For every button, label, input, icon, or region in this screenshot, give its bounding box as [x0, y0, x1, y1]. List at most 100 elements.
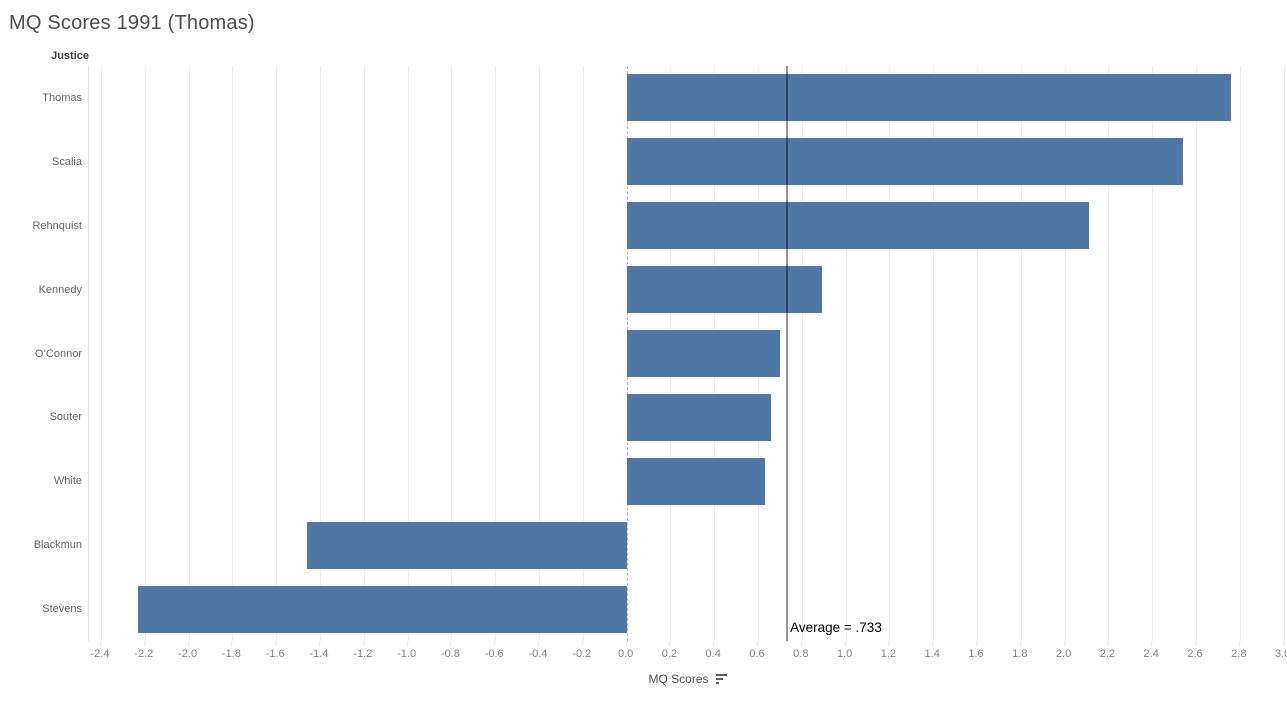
- bar-rehnquist[interactable]: [626, 202, 1089, 250]
- x-axis-tick-label: 2.2: [1099, 648, 1116, 660]
- y-axis-label-white[interactable]: White: [53, 475, 82, 488]
- y-axis-label-rehnquist[interactable]: Rehnquist: [32, 219, 82, 232]
- x-axis-tick: [143, 641, 145, 646]
- plot-area: Average = .733: [88, 66, 1287, 641]
- x-axis-tick: [1151, 641, 1153, 646]
- gridline: [101, 66, 102, 641]
- gridline: [539, 66, 540, 641]
- x-axis-tick: [888, 641, 890, 646]
- gridline: [1064, 66, 1066, 641]
- x-axis-tick: [1063, 641, 1065, 646]
- x-axis-tick-label: -0.6: [484, 648, 504, 660]
- gridline: [232, 66, 234, 641]
- x-axis-tick: [669, 641, 671, 646]
- y-axis-label-stevens[interactable]: Stevens: [42, 603, 82, 616]
- x-axis-tick-label: 0.2: [661, 648, 678, 660]
- bar-oconnor[interactable]: [626, 330, 780, 377]
- bar-scalia[interactable]: [626, 138, 1183, 186]
- x-axis-tick-label: -0.4: [528, 648, 548, 660]
- x-axis-tick: [976, 641, 977, 646]
- bar-stevens[interactable]: [138, 585, 627, 633]
- gridline: [144, 66, 146, 641]
- y-axis-label-thomas[interactable]: Thomas: [42, 91, 82, 104]
- x-axis-tick-label: -1.6: [265, 648, 285, 660]
- y-axis-label-scalia[interactable]: Scalia: [52, 155, 82, 168]
- gridline: [582, 66, 584, 641]
- gridline: [188, 66, 190, 641]
- x-axis-tick-label: 2.8: [1231, 648, 1247, 660]
- x-axis-tick-label: -1.4: [309, 648, 329, 660]
- y-axis-label-kennedy[interactable]: Kennedy: [38, 283, 82, 296]
- bar-kennedy[interactable]: [626, 266, 822, 314]
- x-axis-tick-label: 3.0: [1274, 648, 1287, 660]
- bar-blackmun[interactable]: [306, 521, 627, 569]
- gridline: [276, 66, 278, 641]
- gridline: [933, 66, 935, 641]
- x-axis-tick-label: -0.2: [572, 648, 592, 660]
- average-annotation: Average = .733: [790, 620, 882, 635]
- x-axis-tick: [362, 641, 364, 646]
- x-axis-tick-label: 2.4: [1143, 648, 1159, 660]
- x-axis-tick: [275, 641, 277, 646]
- gridline: [1020, 66, 1022, 641]
- x-axis-tick-label: 0.8: [793, 648, 809, 660]
- gridline: [801, 66, 803, 641]
- x-axis-tick-label: 1.6: [968, 648, 984, 660]
- x-axis-tick: [187, 641, 189, 646]
- x-axis-tick-label: -2.4: [90, 648, 110, 660]
- chart-title: MQ Scores 1991 (Thomas): [9, 12, 255, 34]
- x-axis-tick-label: 0.4: [705, 648, 721, 660]
- x-axis-tick: [450, 641, 452, 646]
- x-axis-tick: [538, 641, 539, 646]
- x-axis-tick-label: 2.0: [1055, 648, 1072, 660]
- x-axis-tick: [231, 641, 233, 646]
- x-axis-tick: [757, 641, 758, 646]
- bar-souter[interactable]: [626, 393, 772, 441]
- x-axis-tick: [625, 641, 627, 646]
- gridline: [845, 66, 847, 641]
- x-axis-title-row: MQ Scores: [88, 672, 1287, 686]
- x-axis-tick: [1195, 641, 1196, 646]
- x-axis-tick-label: -2.2: [134, 648, 154, 660]
- x-axis-tick-label: 1.8: [1012, 648, 1028, 660]
- sort-descending-icon[interactable]: [715, 674, 727, 684]
- bar-white[interactable]: [626, 457, 765, 505]
- x-axis-tick-label: -1.8: [221, 648, 241, 660]
- x-axis-tick: [800, 641, 802, 646]
- y-axis-label-oconnor[interactable]: O’Connor: [34, 347, 82, 360]
- x-axis-tick: [100, 641, 101, 646]
- x-axis-tick-label: -1.0: [397, 648, 417, 660]
- x-axis-tick-label: 1.2: [880, 648, 897, 660]
- bar-thomas[interactable]: [626, 74, 1232, 122]
- gridline: [451, 66, 453, 641]
- gridline: [1196, 66, 1197, 641]
- x-axis-tick-label: 1.4: [924, 648, 940, 660]
- x-axis-tick: [319, 641, 320, 646]
- x-axis-tick: [406, 641, 408, 646]
- x-axis-tick-label: -2.0: [178, 648, 198, 660]
- gridline: [495, 66, 497, 641]
- gridline: [1152, 66, 1154, 641]
- gridline: [889, 66, 891, 641]
- gridline: [363, 66, 365, 641]
- x-axis-tick: [932, 641, 934, 646]
- gridline: [407, 66, 409, 641]
- x-axis-tick: [713, 641, 715, 646]
- x-axis-tick-label: 2.6: [1187, 648, 1203, 660]
- x-axis-tick: [581, 641, 583, 646]
- justice-column-header: Justice: [51, 50, 89, 62]
- average-reference-line: [786, 66, 789, 641]
- gridline: [977, 66, 978, 641]
- y-axis-label-blackmun[interactable]: Blackmun: [33, 539, 82, 552]
- x-axis-tick: [1282, 641, 1284, 646]
- x-axis-tick: [1238, 641, 1240, 646]
- gridline: [1108, 66, 1110, 641]
- x-axis-tick: [1019, 641, 1021, 646]
- x-axis-title: MQ Scores: [648, 672, 709, 686]
- x-axis-tick-label: 0.0: [617, 648, 634, 660]
- x-axis-tick-label: 1.0: [836, 648, 853, 660]
- gridline: [1239, 66, 1241, 641]
- x-axis-tick-label: -0.8: [440, 648, 460, 660]
- y-axis-label-souter[interactable]: Souter: [49, 411, 82, 424]
